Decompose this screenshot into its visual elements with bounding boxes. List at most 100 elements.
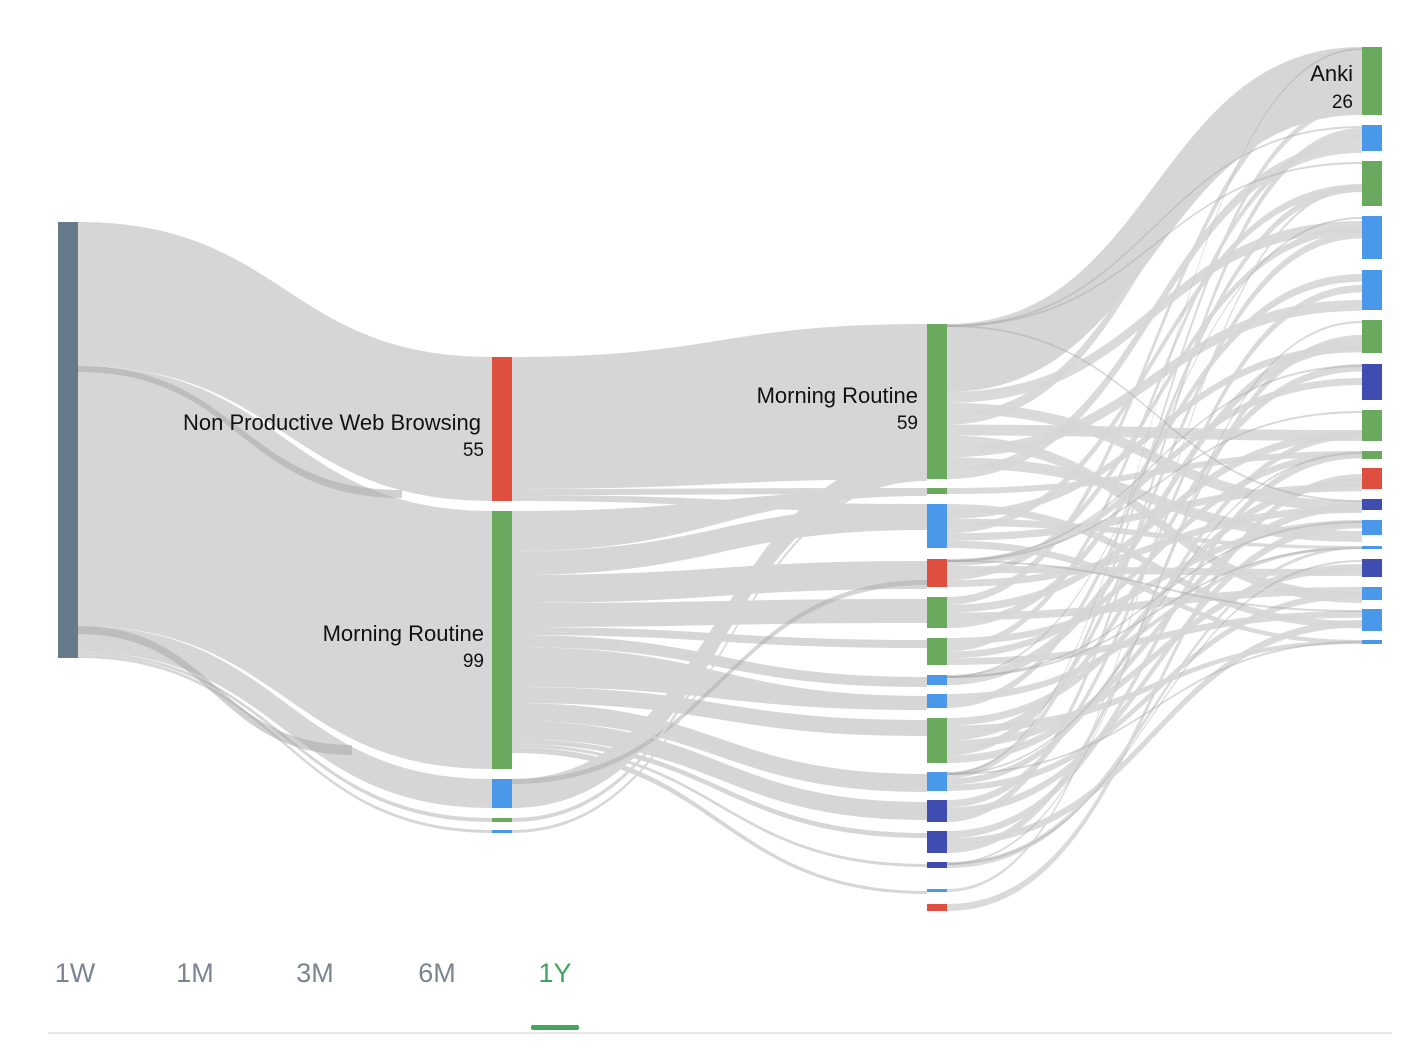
node-label-anki: Anki <box>1310 61 1353 86</box>
link-morning1-col2-11 <box>512 744 927 867</box>
node-value-morning-routine-col1: 99 <box>463 651 484 672</box>
link-col2-col3-12-0 <box>947 546 1362 868</box>
link-col2-col3-strand-1 <box>947 411 1362 562</box>
node-col3-8 <box>1362 451 1382 459</box>
link-col2-col3-3-2 <box>947 226 1362 580</box>
node-col2-8 <box>927 718 947 763</box>
link-col2-col3-4-0 <box>947 82 1362 605</box>
link-col1a-highlight <box>512 580 927 784</box>
link-col2-col3-2-3 <box>947 184 1362 534</box>
link-root-morning <box>78 366 492 769</box>
link-col2-col3-11-0 <box>947 451 1362 839</box>
node-col3-12 <box>1362 546 1382 549</box>
link-col2-col3-8-0 <box>947 479 1362 726</box>
link-morning1-col2-6 <box>512 647 927 710</box>
link-morning1-col2-5 <box>512 635 927 687</box>
link-highlight-1 <box>78 366 402 498</box>
link-col2-col3-14-0 <box>947 474 1362 911</box>
node-col3-6 <box>1362 364 1382 400</box>
link-col2-col3-strand-6 <box>947 560 1362 612</box>
link-morning1-col2-0 <box>512 490 927 551</box>
node-col2-12 <box>927 862 947 868</box>
link-col2-col3-strand-9 <box>947 560 1362 865</box>
link-col2-col3-4-3 <box>947 274 1362 628</box>
node-col3-1 <box>1362 125 1382 151</box>
node-col2-9 <box>927 772 947 791</box>
link-col2-col3-5-1 <box>947 135 1362 652</box>
link-col2-col3-8-2 <box>947 364 1362 741</box>
link-morning1-col2-10 <box>512 739 927 838</box>
link-col2-col3-9-0 <box>947 102 1362 779</box>
link-col2-col3-10-0 <box>947 285 1362 808</box>
tab-3m[interactable]: 3M <box>296 958 334 988</box>
node-anki <box>1362 47 1382 115</box>
link-morning1-col2-7 <box>512 687 927 736</box>
node-col2-4 <box>927 597 947 628</box>
node-col3-2 <box>1362 161 1382 206</box>
tab-1y[interactable]: 1Y <box>538 958 572 988</box>
link-col2-col3-0-5 <box>947 300 1362 458</box>
node-col3-10 <box>1362 499 1382 510</box>
node-col3-14 <box>1362 587 1382 600</box>
link-morning1-col2-2 <box>512 561 927 603</box>
link-root-nonproductive <box>78 222 492 501</box>
link-col2-col3-5-3 <box>947 611 1362 665</box>
sankey-links <box>78 47 1362 911</box>
node-col2-7 <box>927 694 947 708</box>
node-morning-routine-col2 <box>927 324 947 479</box>
tab-6m[interactable]: 6M <box>418 958 456 988</box>
link-col2-col3-strand-3 <box>947 48 1362 775</box>
node-col1-b <box>492 818 512 822</box>
node-col3-3 <box>1362 216 1382 259</box>
link-col2-col3-10-2 <box>947 128 1362 822</box>
link-col2-col3-strand-12 <box>947 521 1362 678</box>
link-col2-col3-8-5 <box>947 503 1362 763</box>
link-highlight-2 <box>78 626 352 755</box>
node-value-morning-routine-col2: 59 <box>897 413 918 434</box>
link-col2-col3-7-1 <box>947 185 1362 708</box>
link-morning1-col2-1 <box>512 506 927 575</box>
node-col2-3 <box>927 559 947 587</box>
node-value-non-productive-web-browsing: 55 <box>463 440 484 461</box>
link-col1c <box>512 478 927 833</box>
node-col3-7 <box>1362 410 1382 441</box>
link-col2-col3-11-2 <box>947 335 1362 853</box>
link-col2-col3-strand-10 <box>947 126 1362 327</box>
link-col2-col3-5-0 <box>947 520 1362 645</box>
node-morning-routine-col1 <box>492 511 512 769</box>
link-col2-col3-8-3 <box>947 564 1362 748</box>
link-col2-col3-strand-4 <box>947 321 1362 865</box>
link-col2-col3-2-2 <box>947 518 1362 549</box>
link-col2-col3-strand-8 <box>947 452 1362 775</box>
node-col2-10 <box>927 800 947 822</box>
node-non-productive-web-browsing <box>492 357 512 501</box>
node-col3-11 <box>1362 520 1382 535</box>
link-col2-col3-6-0 <box>947 340 1362 685</box>
tab-1w[interactable]: 1W <box>54 958 96 988</box>
link-col2-col3-8-1 <box>947 640 1362 733</box>
link-col2-col3-8-4 <box>947 231 1362 756</box>
tab-1m[interactable]: 1M <box>176 958 214 988</box>
active-tab-indicator <box>531 1025 579 1030</box>
time-range-tabs: 1W 1M 3M 6M 1Y <box>48 948 1392 1034</box>
link-col2-col3-7-0 <box>947 546 1362 701</box>
node-col1-a <box>492 779 512 808</box>
link-morning1-col2-8 <box>512 703 927 792</box>
link-col2-col3-strand-11 <box>947 365 1362 562</box>
link-col2-col3-strand-7 <box>947 217 1362 678</box>
link-morning1-col2-12 <box>512 747 927 894</box>
node-col2-13 <box>927 889 947 892</box>
node-col3-5 <box>1362 320 1382 353</box>
node-col3-4 <box>1362 270 1382 310</box>
node-col2-1 <box>927 488 947 494</box>
node-root <box>58 222 78 658</box>
sankey-chart: Non Productive Web Browsing 55 Morning R… <box>58 47 1382 911</box>
link-col2-col3-strand-2 <box>947 547 1362 678</box>
link-morning2-anki <box>947 47 1362 392</box>
sankey-nodes <box>58 47 1382 911</box>
node-col3-15 <box>1362 609 1382 631</box>
link-col2-col3-3-1 <box>947 566 1362 576</box>
link-col2-col3-10-1 <box>947 521 1362 815</box>
link-col2-col3-0-1 <box>947 402 1362 512</box>
node-label-morning-routine-col2: Morning Routine <box>757 383 918 408</box>
